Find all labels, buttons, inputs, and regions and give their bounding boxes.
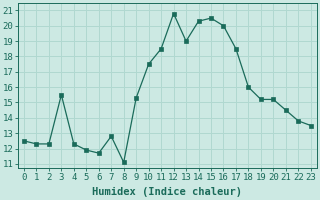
X-axis label: Humidex (Indice chaleur): Humidex (Indice chaleur)	[92, 187, 242, 197]
